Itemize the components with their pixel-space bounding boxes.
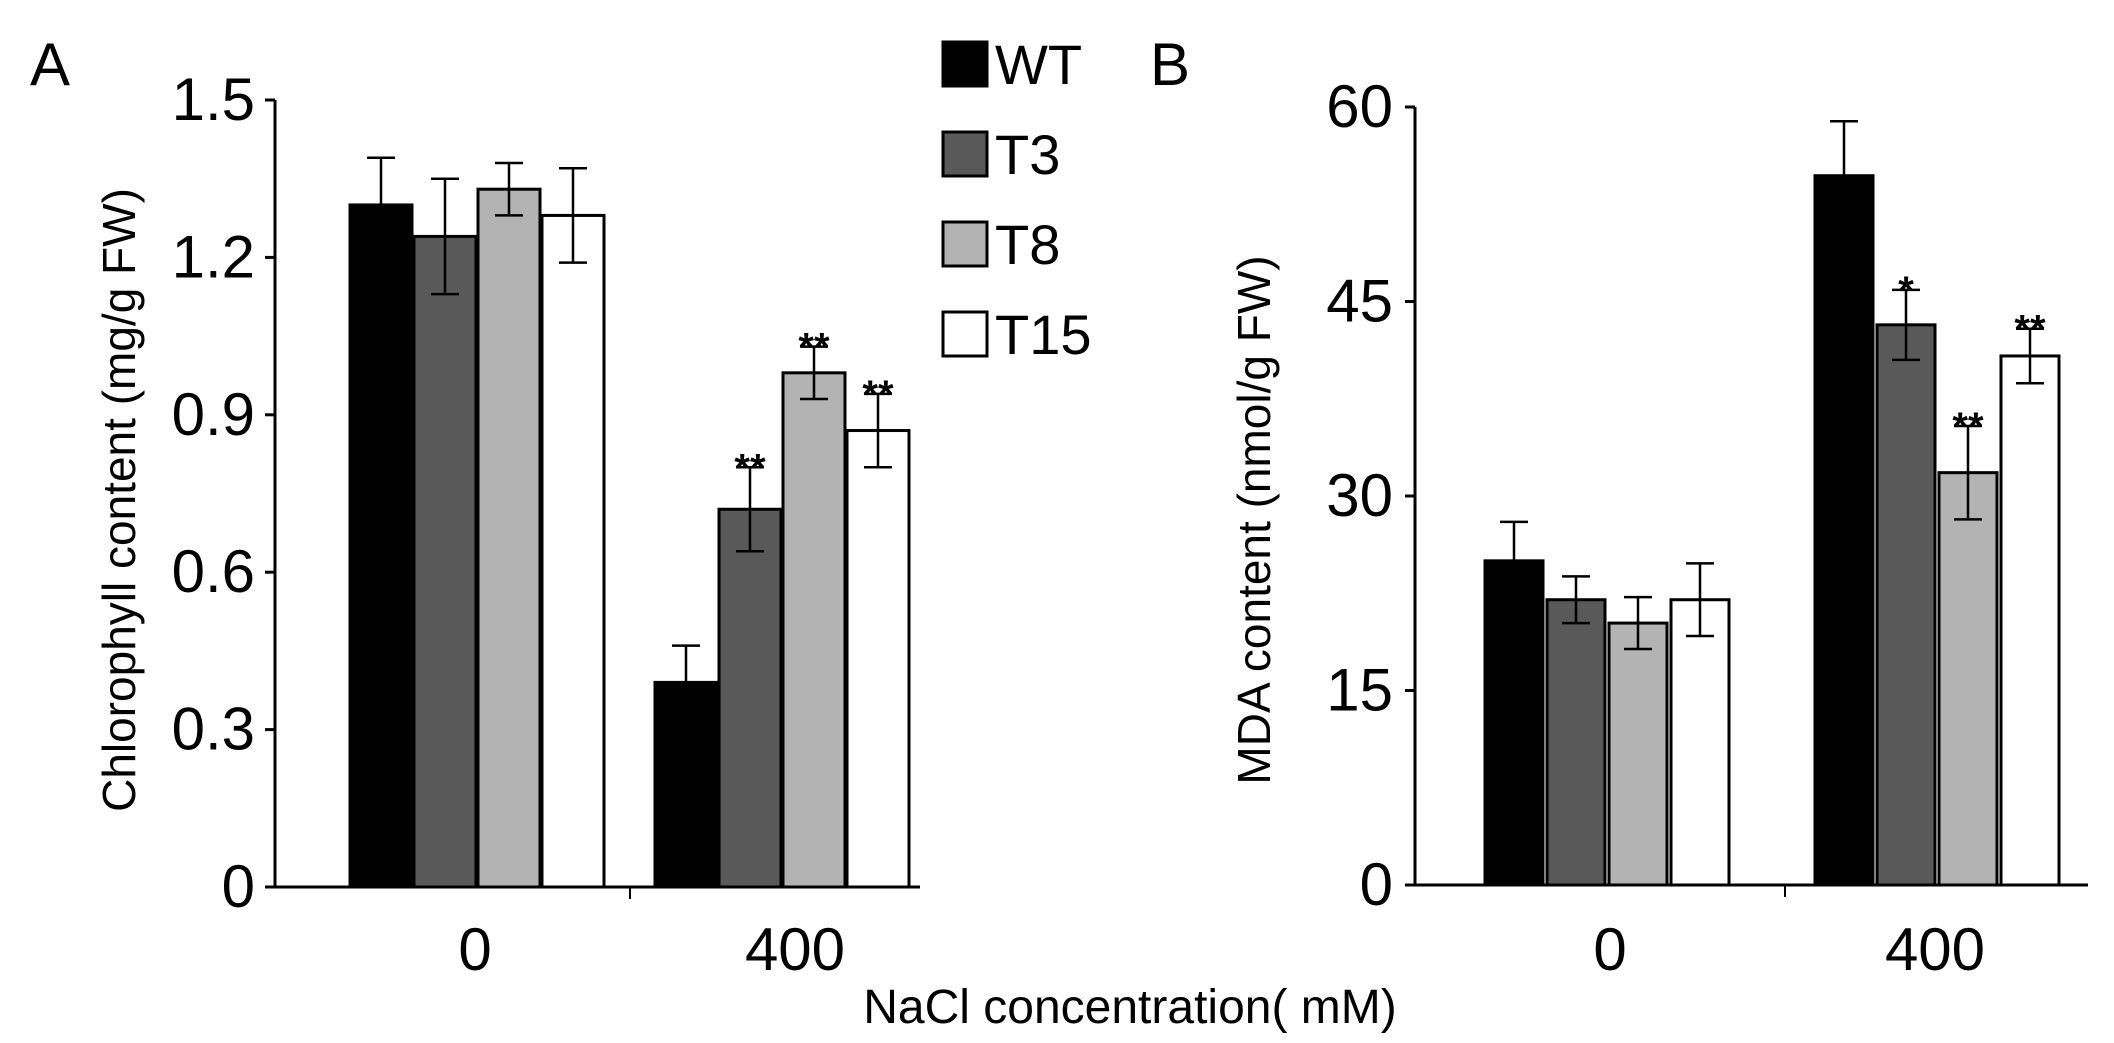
bar-t8-0 (1607, 621, 1669, 887)
bar-t8-400 (781, 371, 847, 889)
bar-wt-0 (348, 203, 414, 889)
legend: WT T3 T8 T15 (941, 33, 1092, 366)
panel-a-y-axis-title: Chlorophyll content (mg/g FW) (93, 188, 145, 812)
significance-marker: ** (862, 373, 894, 417)
y-tick-label: 1.5 (172, 66, 255, 133)
legend-swatch-t3 (941, 130, 989, 178)
panel-b-label: B (1150, 31, 1190, 98)
bar-t3-0 (1545, 598, 1607, 887)
panel-b-y-axis-title: MDA content (nmol/g FW) (1228, 255, 1280, 784)
y-tick-label: 0.3 (172, 696, 255, 763)
bar-t8-400 (1937, 471, 1999, 887)
bar-wt-400 (1813, 174, 1875, 887)
significance-marker: ** (798, 326, 830, 370)
y-tick-label: 0.6 (172, 538, 255, 605)
y-tick-label: 1.2 (172, 223, 255, 290)
significance-marker: ** (734, 446, 766, 490)
bar-t15-400 (1999, 354, 2061, 887)
legend-swatch-wt (941, 40, 989, 88)
y-tick-label: 45 (1326, 268, 1393, 335)
y-tick-label: 0 (1360, 851, 1393, 918)
legend-swatch-t8 (941, 220, 989, 268)
bar-t3-400 (1875, 323, 1937, 887)
legend-label-wt: WT (995, 33, 1082, 96)
bar-t8-0 (476, 187, 542, 889)
bar-wt-0 (1483, 559, 1545, 887)
panel-a: A Chlorophyll content (mg/g FW) 0 0.3 0.6 0… (30, 31, 920, 983)
legend-label-t8: T8 (995, 213, 1060, 276)
y-tick-label: 30 (1326, 462, 1393, 529)
x-category-label: 0 (1593, 916, 1626, 983)
bar-t3-0 (412, 234, 478, 889)
legend-label-t3: T3 (995, 123, 1060, 186)
significance-marker: ** (1952, 405, 1984, 449)
x-category-label: 0 (458, 916, 491, 983)
panel-a-label: A (30, 31, 70, 98)
legend-swatch-t15 (941, 310, 989, 358)
bar-t15-400 (845, 429, 911, 889)
y-tick-label: 0 (222, 853, 255, 920)
y-tick-label: 60 (1326, 73, 1393, 140)
bar-t15-0 (540, 213, 606, 889)
x-axis-title: NaCl concentration( mM) (863, 981, 1396, 1034)
x-category-label: 400 (1885, 916, 1985, 983)
x-category-label: 400 (745, 916, 845, 983)
significance-marker: * (1898, 269, 1914, 313)
y-tick-label: 15 (1326, 657, 1393, 724)
bar-t15-0 (1669, 598, 1731, 887)
legend-label-t15: T15 (995, 303, 1092, 366)
significance-marker: ** (2014, 308, 2046, 352)
bar-t3-400 (717, 507, 783, 889)
y-tick-label: 0.9 (172, 381, 255, 448)
